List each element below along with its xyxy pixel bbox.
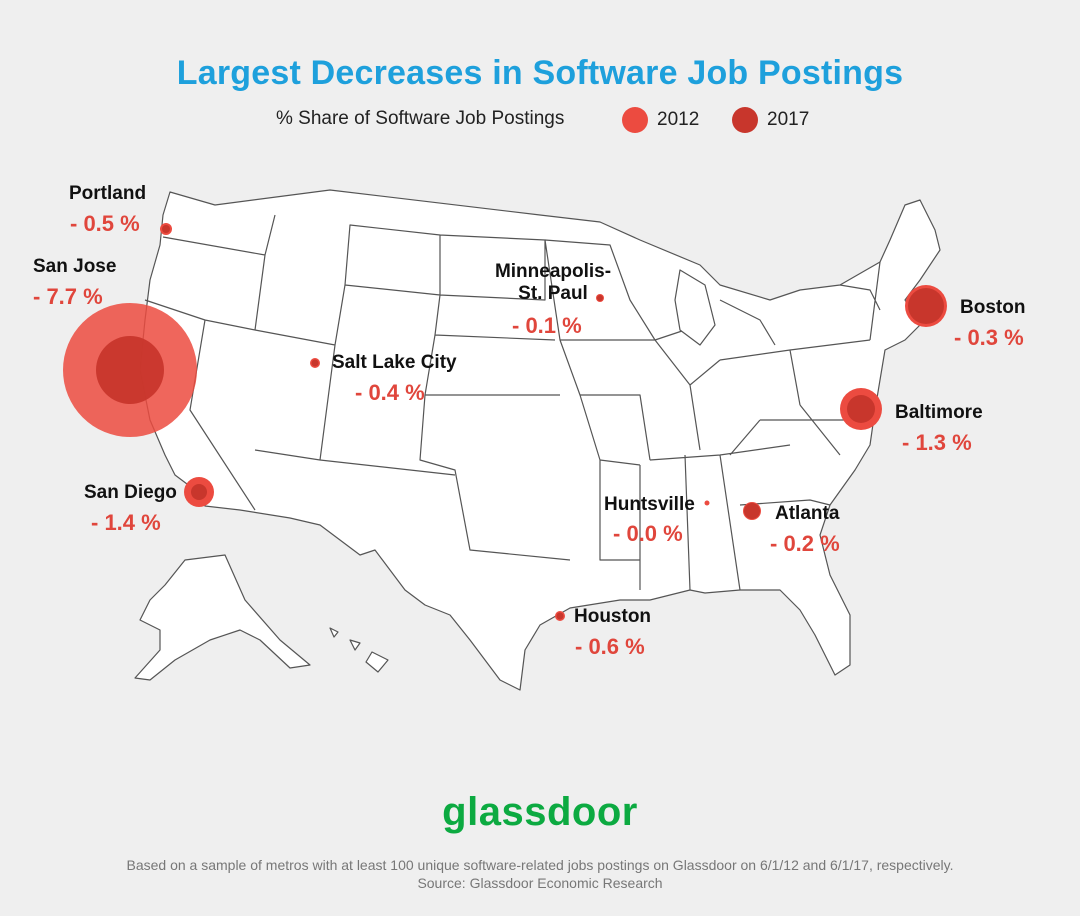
portland-2017-marker bbox=[162, 225, 170, 233]
legend: % Share of Software Job Postings 2012 20… bbox=[0, 104, 1080, 136]
footnote-source: Source: Glassdoor Economic Research bbox=[417, 875, 663, 891]
city-change-boston: - 0.3 % bbox=[954, 325, 1024, 350]
city-markers bbox=[63, 223, 947, 621]
san-jose-2017-marker bbox=[96, 336, 164, 404]
boston-2017-marker bbox=[908, 288, 944, 324]
city-label-san-jose: San Jose bbox=[33, 256, 117, 277]
atlanta-2017-marker bbox=[744, 503, 760, 519]
footnote: Based on a sample of metros with at leas… bbox=[0, 856, 1080, 892]
salt-lake-city-2017-marker bbox=[311, 359, 319, 367]
city-label-minneapolis-line: Minneapolis- St. Paul bbox=[494, 261, 612, 304]
baltimore-2017-marker bbox=[847, 395, 875, 423]
city-change-atlanta: - 0.2 % bbox=[770, 531, 840, 556]
city-label-salt-lake-city: Salt Lake City bbox=[332, 352, 457, 373]
houston-2017-marker bbox=[556, 612, 564, 620]
hawaii-islands bbox=[329, 627, 389, 673]
legend-label: % Share of Software Job Postings bbox=[276, 108, 565, 129]
legend-2017-swatch bbox=[732, 107, 758, 133]
city-change-huntsville: - 0.0 % bbox=[613, 521, 683, 546]
city-change-san-jose: - 7.7 % bbox=[33, 284, 103, 309]
city-label-atlanta: Atlanta bbox=[775, 503, 840, 524]
city-change-houston: - 0.6 % bbox=[575, 634, 645, 659]
alaska-outline bbox=[134, 554, 311, 681]
city-change-baltimore: - 1.3 % bbox=[902, 430, 972, 455]
city-label-boston: Boston bbox=[960, 297, 1026, 318]
state-shapes bbox=[134, 189, 941, 691]
city-label-huntsville: Huntsville bbox=[604, 494, 695, 515]
city-change-portland: - 0.5 % bbox=[70, 211, 140, 236]
san-diego-2017-marker bbox=[191, 484, 207, 500]
city-label-san-diego: San Diego bbox=[84, 482, 177, 503]
city-change-salt-lake-city: - 0.4 % bbox=[355, 380, 425, 405]
legend-2012-swatch bbox=[622, 107, 648, 133]
legend-2012-label: 2012 bbox=[657, 109, 700, 130]
footnote-line-1: Based on a sample of metros with at leas… bbox=[126, 857, 954, 873]
huntsville-marker bbox=[704, 500, 710, 506]
chart-title: Largest Decreases in Software Job Postin… bbox=[176, 54, 904, 92]
city-change-san-diego: - 1.4 % bbox=[91, 510, 161, 535]
city-label-portland: Portland bbox=[69, 183, 147, 204]
glassdoor-logo: glassdoor bbox=[442, 790, 638, 834]
city-label-baltimore: Baltimore bbox=[895, 402, 983, 423]
city-change-minneapolis: - 0.1 % bbox=[512, 313, 582, 338]
michigan-peninsula bbox=[674, 269, 716, 346]
minneapolis-2017-marker bbox=[597, 295, 603, 301]
city-label-minneapolis: Minneapolis- St. Paul bbox=[478, 261, 628, 305]
legend-2017-label: 2017 bbox=[767, 109, 810, 130]
city-label-houston: Houston bbox=[574, 606, 652, 627]
